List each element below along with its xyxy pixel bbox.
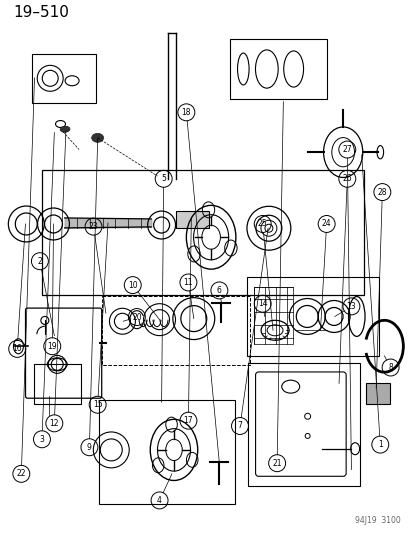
Text: 26: 26 bbox=[342, 174, 351, 183]
Bar bbox=[365, 383, 389, 403]
Text: 11: 11 bbox=[183, 278, 193, 287]
Text: 19–510: 19–510 bbox=[13, 5, 69, 20]
Text: 19: 19 bbox=[47, 342, 57, 351]
Text: 7: 7 bbox=[237, 422, 242, 431]
Text: 12: 12 bbox=[50, 419, 59, 428]
Text: 24: 24 bbox=[321, 220, 331, 229]
Bar bbox=[176, 211, 209, 228]
Text: 22: 22 bbox=[17, 470, 26, 478]
Text: 9: 9 bbox=[87, 443, 92, 452]
Text: 5: 5 bbox=[161, 174, 166, 183]
Text: 23: 23 bbox=[88, 222, 98, 231]
Text: 94J19  3100: 94J19 3100 bbox=[354, 516, 400, 525]
Bar bbox=[31, 54, 95, 103]
Text: 14: 14 bbox=[257, 299, 267, 308]
Text: 17: 17 bbox=[183, 416, 193, 425]
Text: 20: 20 bbox=[132, 312, 141, 321]
Text: 15: 15 bbox=[93, 400, 102, 409]
Text: 28: 28 bbox=[377, 188, 386, 197]
Text: 21: 21 bbox=[272, 459, 281, 467]
Bar bbox=[42, 169, 363, 295]
Ellipse shape bbox=[91, 133, 103, 142]
Text: 10: 10 bbox=[128, 280, 137, 289]
Text: 16: 16 bbox=[12, 344, 22, 353]
Text: 27: 27 bbox=[342, 145, 351, 154]
Text: 3: 3 bbox=[39, 435, 44, 444]
Bar bbox=[247, 277, 379, 356]
Text: 18: 18 bbox=[181, 108, 191, 117]
Text: 25: 25 bbox=[257, 220, 267, 229]
Bar bbox=[33, 365, 81, 404]
Text: 2: 2 bbox=[38, 257, 42, 265]
Bar bbox=[102, 296, 250, 365]
Text: 1: 1 bbox=[377, 440, 382, 449]
Text: 13: 13 bbox=[346, 302, 355, 311]
Bar bbox=[248, 364, 359, 486]
Ellipse shape bbox=[63, 126, 70, 132]
Text: 6: 6 bbox=[216, 286, 221, 295]
Text: 8: 8 bbox=[387, 363, 392, 372]
Bar bbox=[229, 39, 326, 99]
Ellipse shape bbox=[60, 126, 69, 132]
Bar bbox=[253, 287, 292, 344]
Text: 4: 4 bbox=[157, 496, 161, 505]
Bar bbox=[99, 400, 235, 504]
